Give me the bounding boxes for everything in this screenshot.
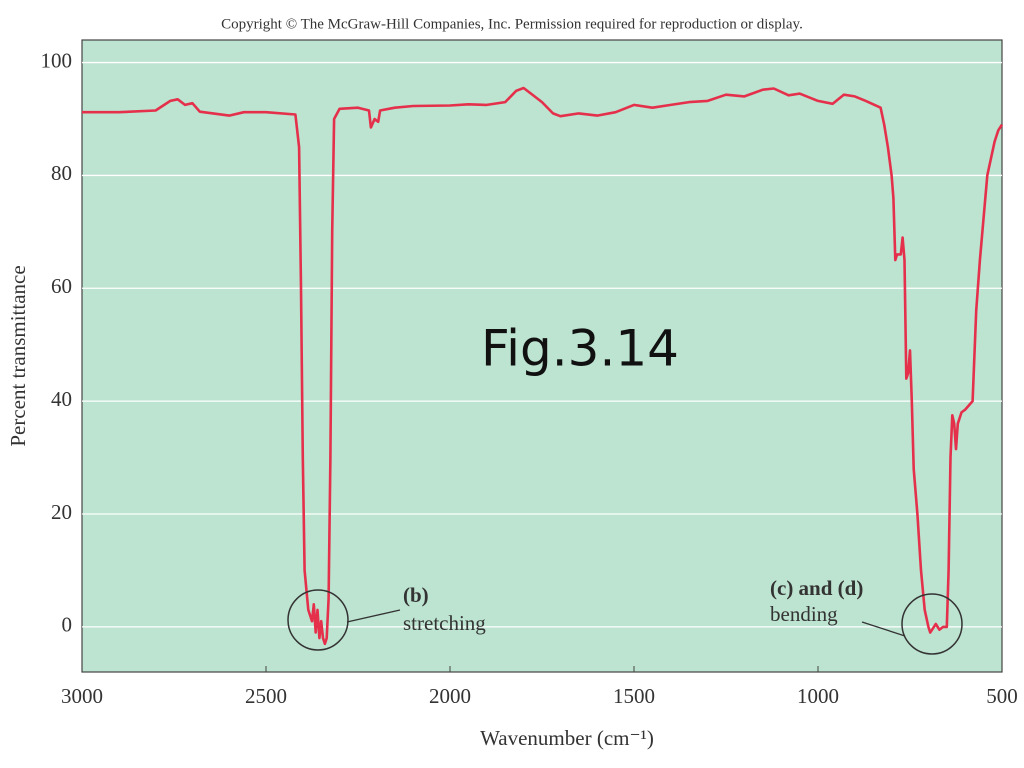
- x-tick-label: 2500: [245, 684, 287, 708]
- y-tick-label: 60: [51, 274, 72, 298]
- x-tick-label: 1500: [613, 684, 655, 708]
- x-axis-label: Wavenumber (cm⁻¹): [480, 726, 654, 750]
- plot-area: [81, 39, 1003, 673]
- y-axis-label: Percent transmittance: [6, 265, 30, 446]
- callout-circle: [901, 593, 963, 655]
- x-tick-label: 2000: [429, 684, 471, 708]
- callout-text: stretching: [403, 611, 486, 635]
- y-tick-label: 80: [51, 161, 72, 185]
- callout-leader: [346, 609, 401, 623]
- x-tick-label: 500: [986, 684, 1018, 708]
- callout-label: (b): [403, 583, 429, 607]
- callout-label: (c) and (d): [770, 576, 863, 600]
- spectrum-line: [82, 86, 1004, 646]
- x-tick-label: 1000: [797, 684, 839, 708]
- x-tick-label: 3000: [61, 684, 103, 708]
- copyright: Copyright © The McGraw-Hill Companies, I…: [221, 16, 803, 32]
- figure-annotation: Fig.3.14: [481, 320, 679, 378]
- callout-circle: [287, 589, 349, 651]
- callout-leader: [861, 621, 906, 637]
- callout-text: bending: [770, 602, 838, 626]
- y-tick-label: 40: [51, 387, 72, 411]
- y-tick-label: 100: [41, 48, 73, 72]
- y-tick-label: 20: [51, 500, 72, 524]
- y-tick-label: 0: [62, 613, 73, 637]
